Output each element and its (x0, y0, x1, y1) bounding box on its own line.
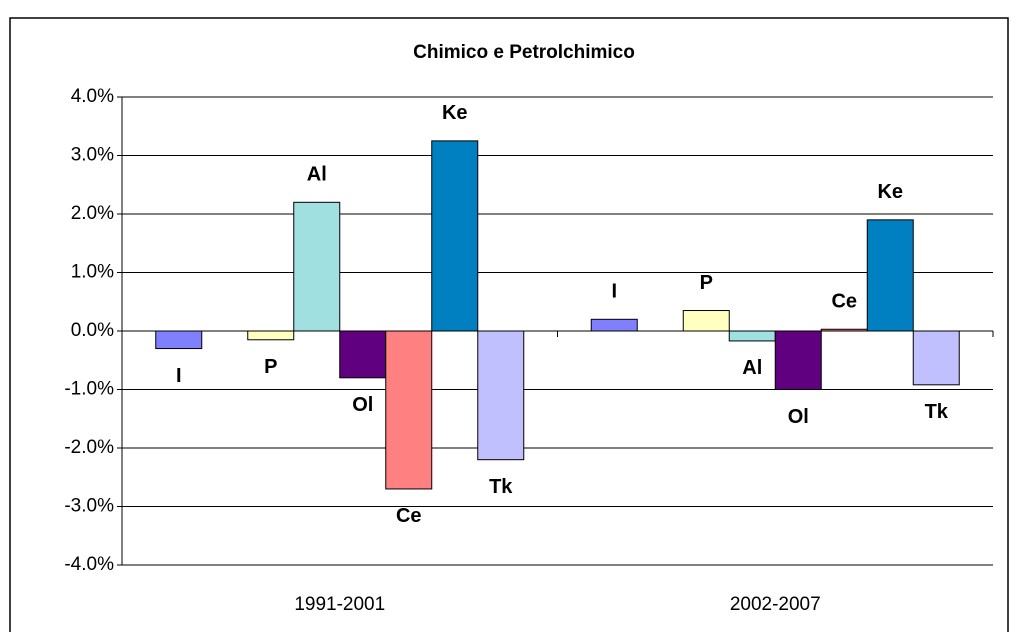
chart-frame (9, 17, 1009, 632)
data-label: Ol (788, 406, 809, 428)
x-tick-label: 1991-2001 (294, 594, 385, 615)
y-tick-label: 2.0% (71, 203, 114, 224)
bar (431, 140, 479, 332)
bar (477, 330, 525, 461)
data-label: Ce (831, 291, 857, 313)
data-label: Tk (925, 401, 949, 423)
data-label: Ke (877, 181, 903, 203)
y-tick-label: 1.0% (71, 262, 114, 283)
data-label: Ce (396, 505, 422, 527)
data-label: Al (742, 357, 762, 379)
data-label: P (700, 272, 713, 294)
data-label: P (264, 356, 277, 378)
bar (293, 201, 341, 332)
y-tick-label: 0.0% (71, 320, 114, 341)
data-label: I (611, 281, 617, 303)
data-label: Al (307, 164, 327, 186)
data-label: Ke (442, 102, 468, 124)
bar (590, 318, 638, 332)
bar (866, 219, 914, 332)
y-tick-label: -1.0% (64, 379, 114, 400)
y-tick-label: -4.0% (64, 554, 114, 575)
bar (155, 330, 203, 350)
bar (912, 330, 960, 386)
data-label: Tk (489, 476, 513, 498)
bar (774, 330, 822, 390)
bar (385, 330, 433, 490)
data-label: I (176, 365, 182, 387)
y-tick-label: -3.0% (64, 496, 114, 517)
y-tick-label: 4.0% (71, 86, 114, 107)
bar (339, 330, 387, 379)
bar (682, 310, 730, 332)
x-tick-label: 2002-2007 (730, 594, 821, 615)
chart-title: Chimico e Petrolchimico (413, 42, 635, 63)
y-tick-label: 3.0% (71, 145, 114, 166)
y-tick-label: -2.0% (64, 437, 114, 458)
bar (247, 330, 295, 341)
bar (728, 330, 776, 342)
data-label: Ol (352, 394, 373, 416)
